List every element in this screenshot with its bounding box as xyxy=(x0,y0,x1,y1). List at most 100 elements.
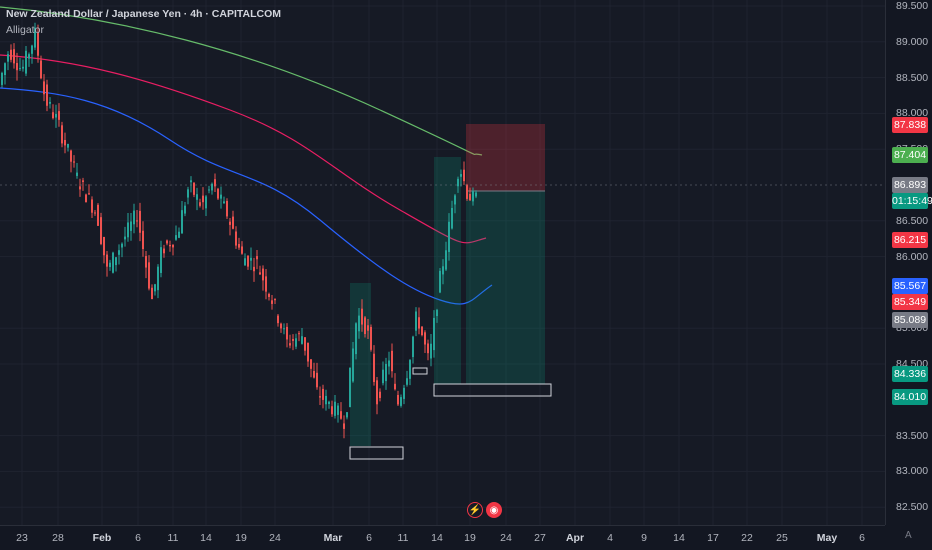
candle-body xyxy=(106,254,108,267)
candle-body xyxy=(394,383,396,390)
price-label-level2: 84.010 xyxy=(892,389,928,405)
time-tick: 6 xyxy=(859,532,865,544)
price-label-current: 86.893 xyxy=(892,177,928,193)
candle-body xyxy=(337,405,339,415)
price-tick: 88.500 xyxy=(896,71,929,84)
candle-body xyxy=(226,200,228,217)
candle-body xyxy=(103,236,105,256)
jaw-line xyxy=(0,87,493,305)
candle-body xyxy=(244,258,246,266)
candle-body xyxy=(145,256,147,268)
candle-body xyxy=(64,139,66,146)
time-tick: 19 xyxy=(235,532,247,544)
candle-body xyxy=(382,369,384,384)
price-label-target: 87.838 xyxy=(892,117,928,133)
time-tick: 14 xyxy=(431,532,443,544)
time-tick: 4 xyxy=(607,532,613,544)
candle-body xyxy=(364,317,366,335)
chart-area[interactable]: New Zealand Dollar / Japanese Yen · 4h ·… xyxy=(0,0,885,525)
record-icon[interactable]: ◉ xyxy=(486,502,502,518)
candle-body xyxy=(10,49,12,60)
candle-body xyxy=(349,367,351,408)
candle-body xyxy=(310,359,312,369)
candle-body xyxy=(202,195,204,203)
support-box xyxy=(433,383,552,397)
candle-body xyxy=(223,201,225,204)
candle-body xyxy=(235,231,237,246)
indicator-name[interactable]: Alligator xyxy=(6,24,44,36)
symbol-title[interactable]: New Zealand Dollar / Japanese Yen · 4h ·… xyxy=(6,8,282,20)
candle-body xyxy=(121,243,123,248)
candle-body xyxy=(346,412,348,418)
price-chart[interactable] xyxy=(0,0,885,525)
candle-body xyxy=(28,54,30,59)
candle-body xyxy=(232,216,234,229)
candle-body xyxy=(205,196,207,209)
candle-body xyxy=(94,212,96,214)
candle-body xyxy=(37,32,39,56)
candle-body xyxy=(442,266,444,275)
candle-body xyxy=(196,194,198,200)
candle-body xyxy=(217,188,219,199)
take-profit-zone xyxy=(466,191,545,384)
candle-body xyxy=(82,180,84,182)
price-tick: 83.500 xyxy=(896,429,929,442)
candle-body xyxy=(70,150,72,162)
candle-body xyxy=(463,169,465,182)
candle-body xyxy=(460,174,462,177)
price-axis[interactable]: 89.50089.00088.50088.00087.50086.50086.0… xyxy=(885,0,932,525)
candle-body xyxy=(25,50,27,74)
time-tick: 17 xyxy=(707,532,719,544)
candle-body xyxy=(4,63,6,76)
candle-body xyxy=(85,194,87,203)
candle-body xyxy=(307,342,309,362)
candle-body xyxy=(229,221,231,225)
candle-body xyxy=(403,387,405,399)
candle-body xyxy=(49,101,51,104)
candle-body xyxy=(172,244,174,248)
time-axis[interactable]: 23 28 Feb 6 11 14 19 24 Mar 6 11 14 19 24 27 Apr 4 9 14 17 2… xyxy=(0,525,885,550)
candle-body xyxy=(199,202,201,206)
candle-body xyxy=(319,396,321,398)
price-label-ma-green: 87.404 xyxy=(892,147,928,163)
candle-body xyxy=(316,372,318,388)
candle-body xyxy=(475,192,477,197)
candle-body xyxy=(55,113,57,118)
time-tick: 23 xyxy=(16,532,28,544)
candle-body xyxy=(169,244,171,247)
auto-scale-button[interactable]: A xyxy=(905,530,912,541)
candle-body xyxy=(445,250,447,270)
price-label-level1: 84.336 xyxy=(892,366,928,382)
price-tick: 89.000 xyxy=(896,35,929,48)
time-tick: 14 xyxy=(673,532,685,544)
candle-body xyxy=(373,353,375,382)
candle-body xyxy=(46,84,48,106)
candle-body xyxy=(97,204,99,226)
candle-body xyxy=(433,317,435,351)
price-tick: 88.000 xyxy=(896,107,929,120)
time-tick: Mar xyxy=(323,532,343,544)
candle-body xyxy=(286,326,288,340)
candle-body xyxy=(133,210,135,225)
candle-body xyxy=(136,220,138,222)
time-tick: 28 xyxy=(52,532,64,544)
candle-body xyxy=(241,246,243,254)
candle-body xyxy=(7,54,9,62)
candle-body xyxy=(250,257,252,261)
price-tick: 86.500 xyxy=(896,214,929,227)
candle-body xyxy=(31,45,33,54)
candle-body xyxy=(43,81,45,95)
price-label-stop: 85.349 xyxy=(892,294,928,310)
candle-body xyxy=(361,308,363,325)
support-box xyxy=(349,446,404,460)
time-tick: 6 xyxy=(366,532,372,544)
candle-body xyxy=(439,270,441,293)
candle-body xyxy=(409,360,411,379)
candle-body xyxy=(73,161,75,163)
candle-body xyxy=(376,380,378,405)
support-box xyxy=(412,367,428,375)
candle-body xyxy=(472,191,474,202)
candle-body xyxy=(100,217,102,244)
candle-body xyxy=(352,348,354,382)
lightning-icon[interactable]: ⚡ xyxy=(467,502,483,518)
